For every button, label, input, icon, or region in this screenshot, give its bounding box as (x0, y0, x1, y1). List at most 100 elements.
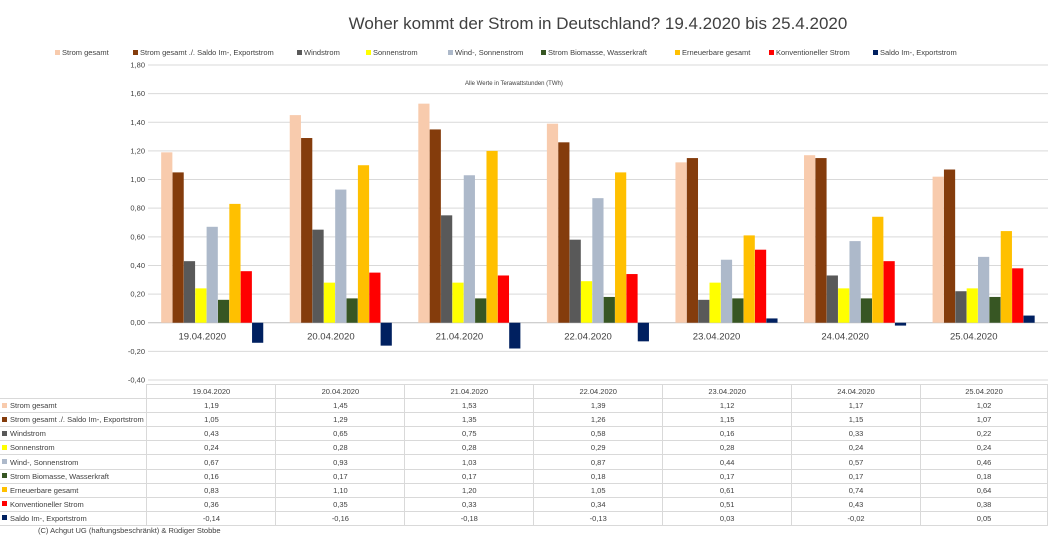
bar (206, 226, 218, 323)
chart-title: Woher kommt der Strom in Deutschland? 19… (348, 14, 848, 33)
table-cell: 0,57 (791, 454, 922, 470)
bar (1000, 231, 1012, 323)
legend-label: Sonnenstrom (373, 48, 418, 57)
table-cell: 0,43 (791, 496, 922, 512)
bar (312, 229, 324, 323)
table-cell: -0,13 (533, 510, 664, 526)
bar (815, 158, 827, 323)
table-row: Strom Biomasse, Wasserkraft 0,16 0,17 0,17 0… (0, 468, 1048, 484)
bar (289, 115, 301, 323)
row-swatch (2, 430, 7, 436)
table-cell: 1,39 (533, 398, 664, 414)
table-column-header: 20.04.2020 (275, 383, 406, 400)
table-cell: -0,16 (275, 510, 406, 526)
bar (894, 322, 907, 326)
x-category-label: 25.04.2020 (950, 332, 998, 343)
row-label: Strom gesamt (10, 401, 57, 411)
bar (826, 275, 838, 323)
table-column-header: 24.04.2020 (791, 383, 922, 400)
table-cell: 0,29 (533, 440, 664, 456)
row-swatch (2, 459, 7, 465)
bar (1012, 268, 1024, 323)
row-swatch (2, 402, 7, 408)
table-cell: 1,12 (662, 398, 793, 414)
bar (766, 318, 778, 323)
table-cell: 0,33 (791, 426, 922, 442)
table-cell: 0,17 (791, 468, 922, 484)
table-cell: 1,29 (275, 412, 406, 428)
bar (558, 142, 570, 323)
legend-label: Erneuerbare gesamt (682, 48, 751, 57)
bar (637, 322, 649, 342)
y-tick-label: -0,20 (128, 347, 145, 356)
legend-label: Konventioneller Strom (776, 48, 850, 57)
table-cell: 1,05 (146, 412, 277, 428)
row-swatch (2, 473, 7, 479)
table-cell: 0,43 (146, 426, 277, 442)
table-cell: 1,20 (404, 482, 535, 498)
chart-subtitle: Alle Werte in Terawattstunden (TWh) (465, 81, 563, 87)
bar (720, 259, 733, 323)
table-cell: 0,16 (662, 426, 793, 442)
table-cell: 0,05 (920, 510, 1048, 526)
table-column-header: 19.04.2020 (146, 383, 277, 400)
y-tick-label: 1,00 (130, 175, 145, 184)
table-column-header: 21.04.2020 (404, 383, 535, 400)
x-axis-categories: 19.04.2020 20.04.2020 21.04.2020 22.04.2020… (179, 332, 998, 343)
bar (943, 169, 956, 323)
bar (698, 299, 710, 323)
bar (838, 288, 850, 323)
y-tick-label: 0,20 (130, 290, 145, 299)
bar (580, 281, 593, 323)
legend-label: Wind-, Sonnenstrom (455, 48, 524, 57)
bar (603, 296, 615, 323)
table-cell: 1,45 (275, 398, 406, 414)
table-cell: 0,51 (662, 496, 793, 512)
y-tick-label: 1,80 (130, 61, 145, 70)
row-label: Wind-, Sonnenstrom (10, 457, 79, 467)
table-cell: 1,15 (791, 412, 922, 428)
bar (754, 249, 767, 323)
table-cell: 0,36 (146, 496, 277, 512)
table-cell: 0,18 (533, 468, 664, 484)
bar (860, 298, 873, 323)
table-cell: 0,24 (146, 440, 277, 456)
bar (955, 291, 967, 323)
table-cell: 0,35 (275, 496, 406, 512)
x-category-label: 21.04.2020 (436, 332, 484, 343)
bars (161, 103, 1035, 349)
table-cell: 0,24 (920, 440, 1048, 456)
table-cell: 0,64 (920, 482, 1048, 498)
bar (546, 123, 559, 323)
bar (743, 235, 755, 323)
table-row: Erneuerbare gesamt 0,83 1,10 1,20 1,05 0,61 0,… (0, 482, 1048, 498)
table-cell: 1,15 (662, 412, 793, 428)
y-tick-label: 0,60 (130, 232, 145, 241)
table-row-header: Sonnenstrom (0, 440, 148, 456)
x-category-label: 20.04.2020 (307, 332, 355, 343)
bar (486, 150, 498, 323)
table-cell: 0,16 (146, 468, 277, 484)
table-cell: 1,17 (791, 398, 922, 414)
bar-chart-plot: 1,80 1,60 1,40 1,20 1,00 0,80 0,60 0,40 0,20 0,00… (128, 61, 1048, 384)
y-tick-label: 1,60 (130, 89, 145, 98)
table-cell: 1,02 (920, 398, 1048, 414)
table-cell: 1,05 (533, 482, 664, 498)
row-swatch (2, 487, 7, 493)
table-column-header: 25.04.2020 (920, 383, 1048, 400)
copyright-note: (C) Achgut UG (haftungsbeschränkt) & Rüd… (38, 526, 221, 535)
bar (497, 275, 510, 323)
bar (441, 215, 453, 323)
table-cell: 0,17 (275, 468, 406, 484)
table-column-header: 22.04.2020 (533, 383, 664, 400)
table-cell: 0,17 (404, 468, 535, 484)
legend-swatch (297, 50, 302, 55)
bar (418, 103, 430, 323)
table-cell: 0,18 (920, 468, 1048, 484)
table-cell: 0,33 (404, 496, 535, 512)
bar (475, 298, 487, 323)
table-cell: 0,28 (404, 440, 535, 456)
bar (323, 282, 336, 323)
bar (849, 241, 861, 323)
table-cell: 0,22 (920, 426, 1048, 442)
